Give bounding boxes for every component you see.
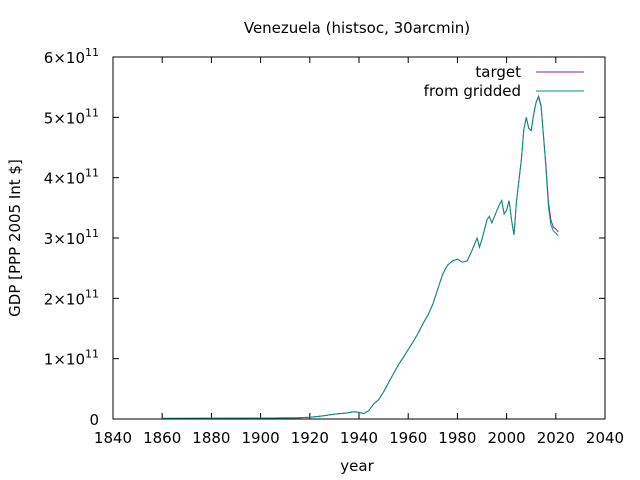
y-tick-label: 3×1011 — [44, 227, 99, 248]
y-tick-exponent: 11 — [85, 348, 99, 361]
x-tick-label: 1920 — [291, 429, 329, 447]
y-tick-label: 4×1011 — [44, 167, 99, 188]
y-tick-mantissa: 5×10 — [44, 109, 85, 127]
y-tick-exponent: 11 — [85, 46, 99, 59]
legend-label: target — [475, 63, 521, 81]
series-line-from-gridded — [162, 96, 559, 419]
plot-frame — [112, 56, 606, 420]
x-tick-label: 1940 — [340, 429, 378, 447]
x-tick-label: 2040 — [586, 429, 624, 447]
y-tick-label: 5×1011 — [44, 106, 99, 127]
x-axis-title: year — [340, 457, 374, 475]
y-tick-exponent: 11 — [85, 287, 99, 300]
y-tick-exponent: 11 — [85, 106, 99, 119]
x-tick-label: 1980 — [438, 429, 476, 447]
x-tick-label: 1900 — [242, 429, 280, 447]
x-tick-label: 1860 — [143, 429, 181, 447]
x-tick-label: 1840 — [94, 429, 132, 447]
x-tick-label: 2000 — [488, 429, 526, 447]
y-tick-exponent: 11 — [85, 227, 99, 240]
y-tick-mantissa: 4×10 — [44, 170, 85, 188]
y-tick-label: 0 — [89, 411, 99, 429]
axis-ticks: 1840 1860 1880 1900 1920 1940 1960 1980 2000 2020… — [44, 46, 624, 447]
series-lines — [162, 94, 559, 419]
x-tick-label: 2020 — [537, 429, 575, 447]
y-tick-mantissa: 6×10 — [44, 49, 85, 67]
y-tick-label: 2×1011 — [44, 287, 99, 308]
y-tick-label: 6×1011 — [44, 46, 99, 67]
legend-label: from gridded — [424, 82, 521, 100]
x-tick-label: 1880 — [192, 429, 230, 447]
x-tick-label: 1960 — [389, 429, 427, 447]
y-axis-title: GDP [PPP 2005 Int $] — [6, 159, 24, 317]
y-tick-exponent: 11 — [85, 167, 99, 180]
y-tick-mantissa: 0 — [89, 411, 99, 429]
y-tick-mantissa: 3×10 — [44, 230, 85, 248]
y-tick-mantissa: 2×10 — [44, 290, 85, 308]
y-tick-label: 1×1011 — [44, 348, 99, 369]
chart-title: Venezuela (histsoc, 30arcmin) — [244, 19, 470, 37]
y-tick-mantissa: 1×10 — [44, 351, 85, 369]
